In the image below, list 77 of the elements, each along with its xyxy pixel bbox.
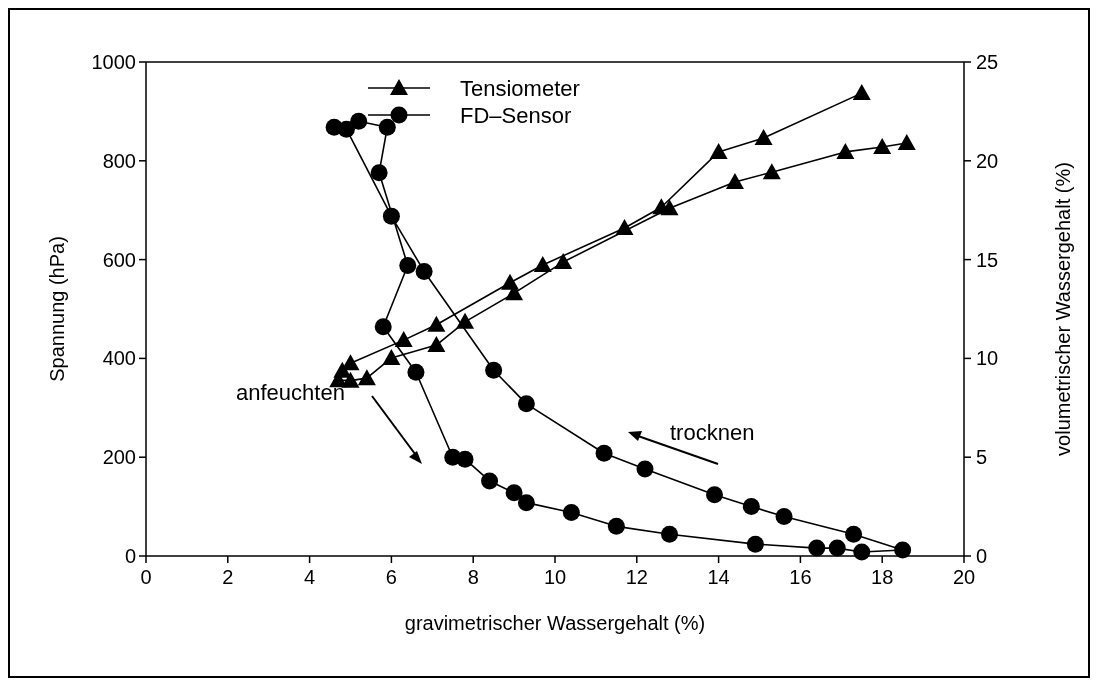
y2-tick-label: 10 (976, 347, 999, 370)
point (378, 118, 396, 136)
x-axis-title: gravimetrischer Wassergehalt (%) (404, 612, 706, 634)
point (517, 395, 535, 413)
point (754, 129, 773, 146)
point (415, 262, 433, 280)
point (661, 525, 679, 543)
point (725, 173, 744, 190)
x-tick-label: 18 (871, 566, 894, 588)
point (615, 218, 634, 235)
x-tick-label: 6 (385, 566, 397, 588)
point (517, 494, 535, 512)
point (533, 256, 552, 273)
point (382, 348, 401, 365)
y2-tick-label: 5 (976, 446, 988, 469)
x-tick-label: 0 (140, 566, 152, 588)
point (325, 118, 343, 136)
point (660, 199, 679, 216)
annotation: trocknen (670, 420, 755, 445)
point (554, 253, 573, 270)
x-tick-label: 8 (467, 566, 479, 588)
point (607, 517, 625, 535)
point (894, 541, 912, 559)
y-tick-label: 0 (124, 545, 136, 567)
legend-label: FD–Sensor (460, 103, 572, 128)
x-tick-label: 2 (222, 566, 234, 588)
point (427, 315, 446, 332)
point (481, 472, 499, 490)
y-tick-label: 400 (102, 347, 136, 370)
point (742, 498, 760, 516)
point (350, 112, 368, 130)
point (382, 207, 400, 225)
y-tick-label: 1000 (91, 51, 136, 73)
point (828, 539, 846, 557)
y-tick-label: 200 (102, 446, 136, 469)
point (374, 318, 392, 336)
point (427, 336, 446, 353)
point (370, 164, 388, 182)
y-tick-label: 600 (102, 248, 136, 271)
point (709, 142, 728, 159)
point (762, 163, 781, 180)
point (775, 507, 793, 525)
point (836, 142, 855, 159)
point (845, 525, 863, 543)
x-tick-label: 10 (543, 566, 567, 588)
point (562, 504, 580, 522)
annotation: anfeuchten (236, 380, 345, 405)
y2-tick-label: 20 (976, 149, 999, 172)
point (394, 331, 413, 348)
point (456, 450, 474, 468)
point (485, 361, 503, 379)
point (897, 134, 916, 151)
point (853, 543, 871, 561)
point (595, 444, 613, 462)
point (706, 486, 724, 504)
point (505, 484, 523, 502)
point (808, 539, 826, 557)
x-tick-label: 14 (707, 566, 730, 588)
y2-axis-title: volumetrischer Wassergehalt (%) (1052, 162, 1074, 456)
x-tick-label: 20 (952, 566, 976, 588)
point (407, 363, 425, 381)
x-tick-label: 16 (789, 566, 812, 588)
y2-tick-label: 15 (976, 248, 999, 271)
point (852, 84, 871, 101)
y-tick-label: 800 (102, 149, 136, 172)
point (636, 460, 654, 478)
point (746, 535, 764, 553)
y2-tick-label: 0 (976, 545, 988, 567)
legend-label: Tensiometer (460, 76, 580, 101)
x-tick-label: 12 (625, 566, 648, 588)
point (399, 257, 417, 275)
y-axis-title: Spannung (hPa) (46, 236, 68, 382)
point (456, 312, 475, 329)
y2-tick-label: 25 (976, 51, 999, 73)
x-tick-label: 4 (304, 566, 316, 588)
point (357, 369, 376, 386)
point (873, 137, 892, 154)
